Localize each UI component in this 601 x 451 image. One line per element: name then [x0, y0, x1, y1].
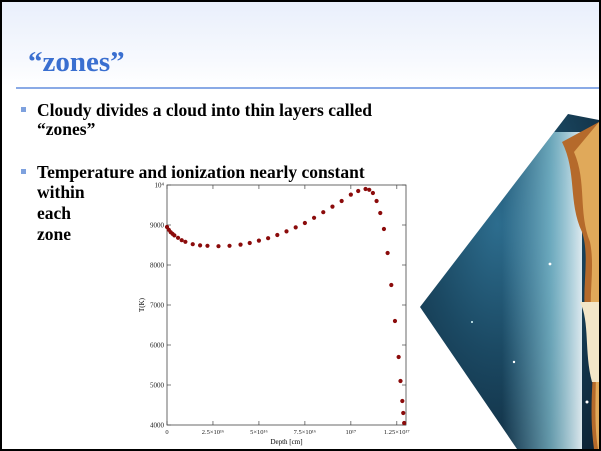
data-point [183, 239, 188, 244]
data-point [266, 236, 271, 241]
data-point [197, 243, 203, 248]
data-point [238, 242, 243, 247]
bullet-text: Cloudy divides a cloud into thin layers … [37, 100, 372, 139]
data-point [400, 398, 405, 404]
data-point [363, 186, 368, 192]
data-point [367, 187, 372, 192]
data-point [175, 235, 181, 240]
y-axis-label: T(K) [138, 297, 146, 312]
plot-frame [166, 184, 407, 426]
bullet-continuation: within each zone [37, 182, 85, 245]
x-tick-label: 2.5×10¹⁶ [202, 429, 225, 436]
x-tick-label: 7.5×10¹⁶ [294, 429, 317, 436]
data-point [401, 410, 406, 416]
data-point [402, 420, 407, 426]
y-tick-label: 10⁴ [155, 182, 165, 190]
y-tick-label: 4000 [150, 422, 165, 430]
x-tick-label: 5×10¹⁶ [250, 429, 268, 436]
data-point [321, 210, 326, 215]
data-point [190, 242, 195, 247]
data-point [378, 210, 383, 216]
continuation-line: zone [37, 224, 72, 244]
axis-ticks: 0 2.5×10¹⁶ 5×10¹⁶ 7.5×10¹⁶ 10¹⁷ 1.25×10¹⁷ 4000… [150, 182, 410, 437]
title-divider [16, 87, 599, 89]
data-point [247, 240, 252, 246]
data-point [330, 204, 335, 209]
x-tick-label: 10¹⁷ [345, 429, 356, 436]
data-point [370, 190, 376, 196]
data-point [385, 250, 390, 256]
x-tick-label: 1.25×10¹⁷ [384, 429, 410, 436]
continuation-line: within [37, 182, 85, 202]
bullet-item: Cloudy divides a cloud into thin layers … [21, 100, 417, 139]
data-point [284, 229, 289, 234]
x-axis-label: Depth [cm] [270, 438, 302, 446]
data-point [311, 215, 317, 220]
title-band [2, 2, 599, 86]
y-tick-label: 5000 [150, 382, 165, 390]
data-point [227, 243, 232, 248]
data-point [356, 188, 361, 194]
data-point [374, 198, 379, 204]
slide-title: “zones” [28, 46, 125, 78]
data-point [381, 226, 387, 232]
y-tick-label: 7000 [150, 302, 165, 310]
data-point [398, 378, 403, 384]
continuation-line: each [37, 203, 72, 223]
data-point [392, 318, 398, 324]
data-point [339, 198, 344, 204]
x-tick-label: 0 [165, 429, 168, 436]
bullet-text: Temperature and ionization nearly consta… [37, 162, 365, 182]
y-tick-label: 8000 [150, 262, 165, 270]
y-tick-label: 6000 [150, 342, 165, 350]
data-point [396, 354, 401, 360]
data-point [216, 244, 221, 249]
data-point [172, 233, 177, 238]
data-point [348, 192, 353, 197]
data-point [302, 220, 307, 226]
data-point [179, 238, 184, 243]
bullet-marker [21, 169, 26, 174]
data-point [275, 232, 280, 238]
data-point [205, 243, 210, 248]
data-point [389, 282, 394, 288]
data-series [164, 186, 407, 426]
bullet-marker [21, 107, 26, 112]
y-tick-label: 9000 [150, 222, 165, 230]
data-point [256, 238, 262, 243]
bullet-item: Temperature and ionization nearly consta… [21, 162, 537, 182]
data-point [293, 225, 298, 230]
